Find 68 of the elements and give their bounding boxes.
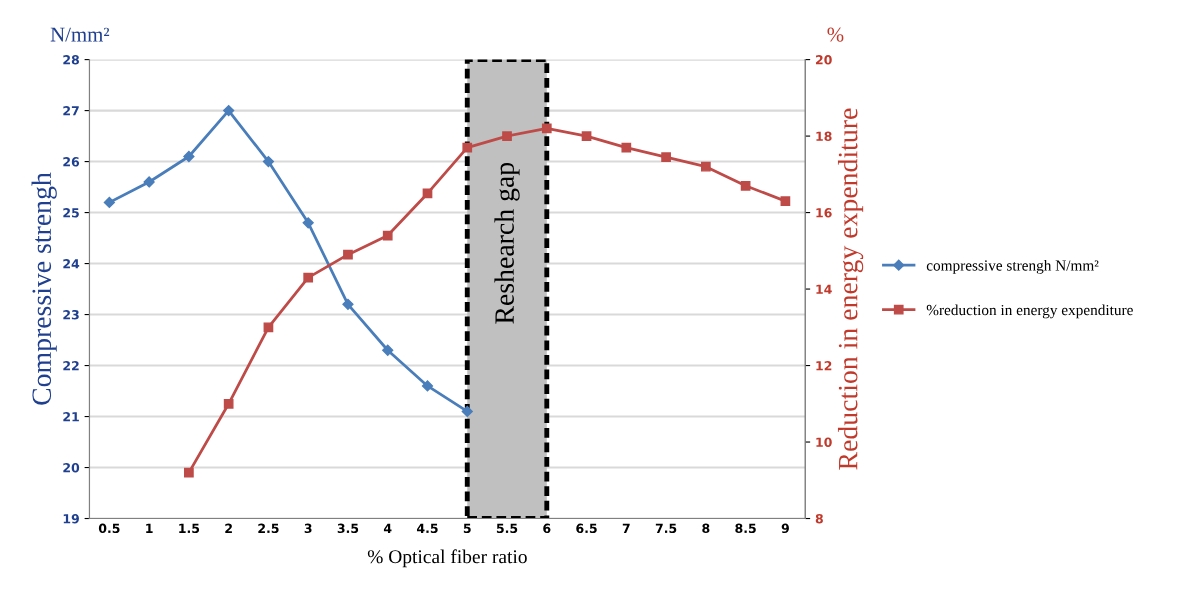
x-tick-label: 2.5 [258,523,279,534]
point [343,249,353,260]
point [661,152,671,162]
point [502,131,512,141]
point [462,142,473,153]
point [541,123,552,134]
x-tick-label: 1.5 [179,523,200,534]
point [183,150,195,163]
text: N/mm² [50,27,110,42]
point [740,180,751,191]
legend-label: compressive strengh N/mm² [926,259,1099,274]
y-tick-label: 20 [63,463,80,473]
point [461,405,473,418]
y2-tick-label: 20 [815,55,832,65]
band-label: Reshearch gap [494,162,520,324]
x-tick-label: 2 [225,523,232,533]
y-tick-label: 25 [63,208,79,218]
y-tick-label: 21 [63,412,79,422]
y-tick-label: 27 [63,106,79,116]
point [421,380,434,392]
y-tick-label: 23 [63,310,79,320]
y2-tick-label: 12 [816,361,832,371]
point [342,298,354,310]
point [263,322,274,333]
y-axis-title: Compressive strengh [31,172,57,405]
y2-tick-label: 10 [816,437,832,447]
point [302,217,314,229]
point [143,176,155,188]
x-tick-label: 5 [463,523,471,534]
y2-tick-label: 16 [816,208,832,218]
point [103,196,115,208]
x-tick-label: 0.5 [98,523,120,534]
x-tick-label: 7.5 [655,523,677,534]
y2-tick-label: 18 [816,131,832,142]
point [581,131,592,141]
x-tick-label: 3 [304,523,312,534]
x-tick-label: 6 [543,523,551,534]
y-tick-label: 24 [63,259,80,269]
legend-label: %reduction in energy expenditure [926,304,1133,319]
x-tick-label: 7 [622,523,630,533]
x-tick-label: 9 [781,523,789,534]
point [184,467,194,478]
x-axis-title: % Optical fiber ratio [367,549,527,568]
point [780,196,791,206]
y-tick-label: 26 [63,157,80,167]
point [382,230,393,241]
point [303,272,314,283]
point [223,398,234,409]
y-tick-label: 22 [63,361,79,371]
x-tick-label: 8 [702,523,710,534]
y2-axis-title: Reduction in energy expenditure [837,108,864,470]
point [621,142,632,153]
y2-tick-label: 14 [816,284,832,294]
point [262,155,275,168]
y-tick-label: 28 [63,55,79,65]
x-tick-label: 4 [383,523,392,533]
point [223,104,235,117]
point [382,344,394,356]
y2-tick-label: 8 [815,513,823,524]
x-tick-label: 4.5 [416,523,438,534]
text: % [827,27,844,42]
point [700,161,711,172]
x-tick-label: 5.5 [496,523,518,534]
x-tick-label: 1 [146,523,153,533]
x-tick-label: 8.5 [735,523,756,534]
x-tick-label: 6.5 [576,523,597,534]
y-tick-label: 19 [63,514,79,524]
x-tick-label: 3.5 [337,523,359,534]
